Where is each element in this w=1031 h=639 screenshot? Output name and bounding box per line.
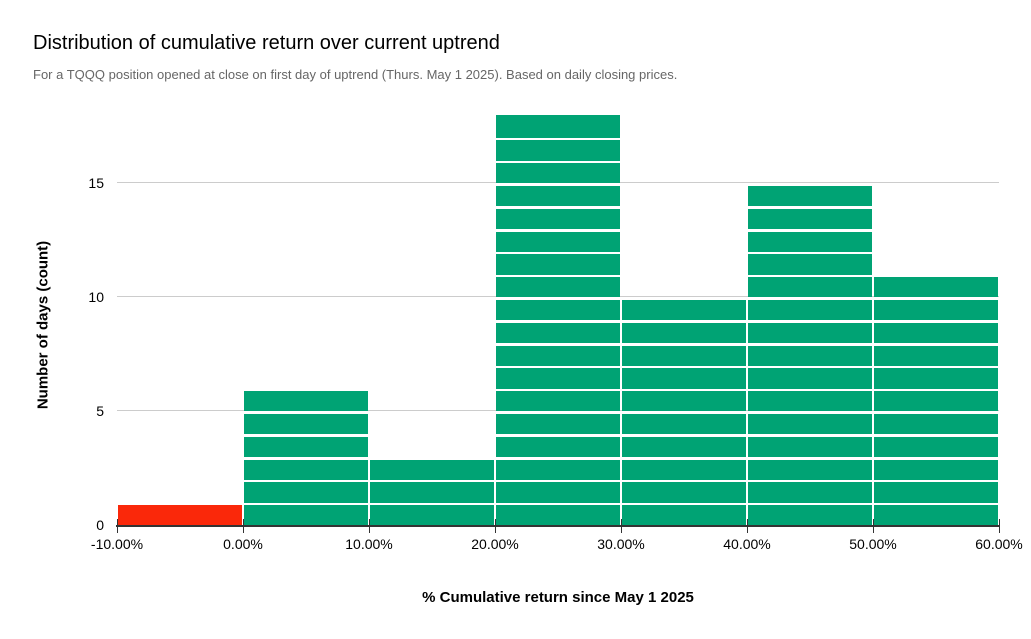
histogram-bar [118,502,242,526]
x-axis-title: % Cumulative return since May 1 2025 [422,589,694,606]
unit-divider [117,434,999,437]
y-tick-label: 5 [96,403,104,420]
unit-divider [117,274,999,278]
unit-divider [117,479,999,483]
unit-divider [117,457,999,460]
x-tick-label: 0.00% [223,536,263,552]
x-tick-label: 10.00% [345,536,393,552]
y-axis-title: Number of days (count) [34,240,52,410]
unit-divider [117,206,999,209]
y-tick-label: 15 [88,175,104,192]
histogram-bar [874,274,998,526]
y-tick-label: 10 [88,289,104,306]
x-tick-label: 30.00% [597,536,645,552]
unit-divider [117,297,999,300]
plot-area [117,115,999,526]
x-tick-label: 60.00% [975,536,1023,552]
x-axis-baseline [116,525,1000,527]
unit-divider [117,229,999,232]
x-tick-label: 50.00% [849,536,897,552]
histogram-bar [370,457,494,526]
x-tick-label: 20.00% [471,536,519,552]
x-tick-label: 40.00% [723,536,771,552]
chart-subtitle: For a TQQQ position opened at close on f… [33,67,678,82]
y-tick-label: 0 [96,517,104,534]
x-tick-label: -10.00% [90,536,144,552]
histogram-bar [748,183,872,526]
unit-divider [117,137,999,141]
unit-divider [117,502,999,506]
unit-divider [117,343,999,346]
unit-divider [117,183,999,186]
unit-divider [117,411,999,414]
unit-divider [117,365,999,369]
unit-divider [117,160,999,164]
unit-divider [117,251,999,255]
unit-divider [117,388,999,392]
unit-divider [117,320,999,323]
chart-title: Distribution of cumulative return over c… [33,32,500,54]
